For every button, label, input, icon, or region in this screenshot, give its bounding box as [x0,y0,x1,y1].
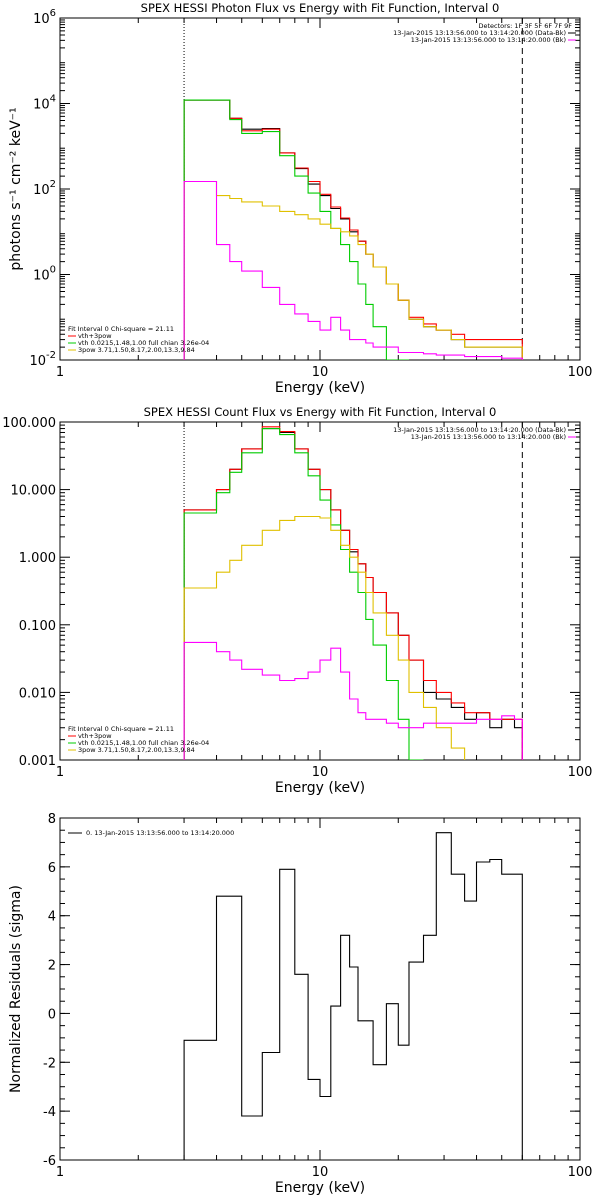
series-line-3 [183,99,409,360]
y-tick-label: 102 [33,179,56,198]
y-tick-exponent: 2 [50,179,56,190]
y-tick-label: -6 [43,1154,56,1169]
y-tick-label: 10-2 [29,350,56,369]
y-tick-label: 0.001 [19,754,56,769]
x-tick-label: 100 [568,765,593,780]
x-tick-label: 10 [312,1165,329,1180]
y-tick-label: -2 [43,1056,56,1071]
x-tick-label: 10 [312,365,329,380]
series-group [183,99,523,360]
legend-entry: 13-Jan-2015 13:13:56.000 to 13:14:20.000… [393,426,566,434]
y-tick-label: 106 [33,8,56,27]
series-line-5 [183,180,523,360]
x-axis-label: Energy (keV) [275,380,365,396]
x-axis-label: Energy (keV) [275,780,365,796]
y-tick-label: 6 [48,861,56,876]
y-tick-exponent: 6 [50,8,56,19]
series-line-4 [183,515,466,760]
y-tick-label: 0 [48,1007,56,1022]
series-line-1 [183,832,523,1160]
x-tick-label: 10 [312,765,329,780]
series-line-2 [183,426,523,760]
y-tick-label: 8 [48,812,56,827]
series-line-1 [183,428,523,760]
y-axis-label: Normalized Residuals (sigma) [8,885,24,1093]
chart-panel-3: 1 10 100 Energy (keV) -6 -4 -2 0 2 4 6 8 Normalized … [8,812,592,1196]
series-line-2 [183,99,523,360]
fit-legend-entry: vth+3pow [78,332,112,340]
series-group [183,832,523,1160]
y-tick-label: 10.000 [11,484,57,499]
y-axis-label: photons s⁻¹ cm⁻² keV⁻¹ [8,107,24,270]
chart-panel-1: SPEX HESSI Photon Flux vs Energy with Fi… [8,1,592,396]
x-tick-label: 1 [56,365,64,380]
y-tick-label: 0.100 [19,619,56,634]
y-tick-label: 100.000 [2,416,56,431]
legend-entry: 0. 13-Jan-2015 13:13:56.000 to 13:14:20.… [86,829,234,837]
x-tick-label: 100 [568,1165,593,1180]
y-tick-exponent: 4 [50,94,56,105]
y-tick-label: 104 [33,94,56,113]
y-tick-label: 4 [48,910,56,925]
y-tick-base: 10 [33,269,50,284]
y-tick-label: 2 [48,959,56,974]
series-line-5 [183,641,523,760]
legend-entry: 13-Jan-2015 13:13:56.000 to 13:14:20.000… [393,29,566,37]
y-tick-base: 10 [29,354,46,369]
fit-legend-entry: vth 0.0215,1.48,1.00 full chian 3.26e-04 [78,739,209,747]
legend-entry: 13-Jan-2015 13:13:56.000 to 13:14:20.000… [411,36,566,44]
chart-panel-2: SPEX HESSI Count Flux vs Energy with Fit… [2,405,592,796]
fit-legend-header: Fit Interval 0 Chi-square = 21.11 [68,325,174,333]
x-tick-label: 1 [56,1165,64,1180]
fit-legend-entry: 3pow 3.71,1.50,8.17,2.00,13.3,9.84 [78,346,195,354]
series-line-3 [183,428,424,760]
y-tick-label: 1.000 [19,551,56,566]
y-tick-exponent: 0 [50,265,56,276]
chart-title: SPEX HESSI Count Flux vs Energy with Fit… [144,405,497,419]
y-tick-label: 0.010 [19,686,56,701]
fit-legend-entry: vth+3pow [78,732,112,740]
series-group [183,426,523,760]
legend-header: Detectors: 1F 3F 5F 6F 7F 9F [478,22,572,30]
fit-legend-entry: vth 0.0215,1.48,1.00 full chian 3.26e-04 [78,339,209,347]
y-tick-exponent: -2 [46,350,56,361]
y-tick-base: 10 [33,12,50,27]
series-line-4 [183,180,523,360]
legend-entry: 13-Jan-2015 13:13:56.000 to 13:14:20.000… [411,433,566,441]
y-tick-label: 100 [33,265,56,284]
chart-title: SPEX HESSI Photon Flux vs Energy with Fi… [141,1,500,15]
fit-legend-entry: 3pow 3.71,1.50,8.17,2.00,13.3,9.84 [78,746,195,754]
y-tick-base: 10 [33,98,50,113]
x-tick-label: 100 [568,365,593,380]
fit-legend-header: Fit Interval 0 Chi-square = 21.11 [68,725,174,733]
y-tick-base: 10 [33,183,50,198]
y-tick-label: -4 [43,1105,56,1120]
x-tick-label: 1 [56,765,64,780]
x-axis-label: Energy (keV) [275,1180,365,1196]
